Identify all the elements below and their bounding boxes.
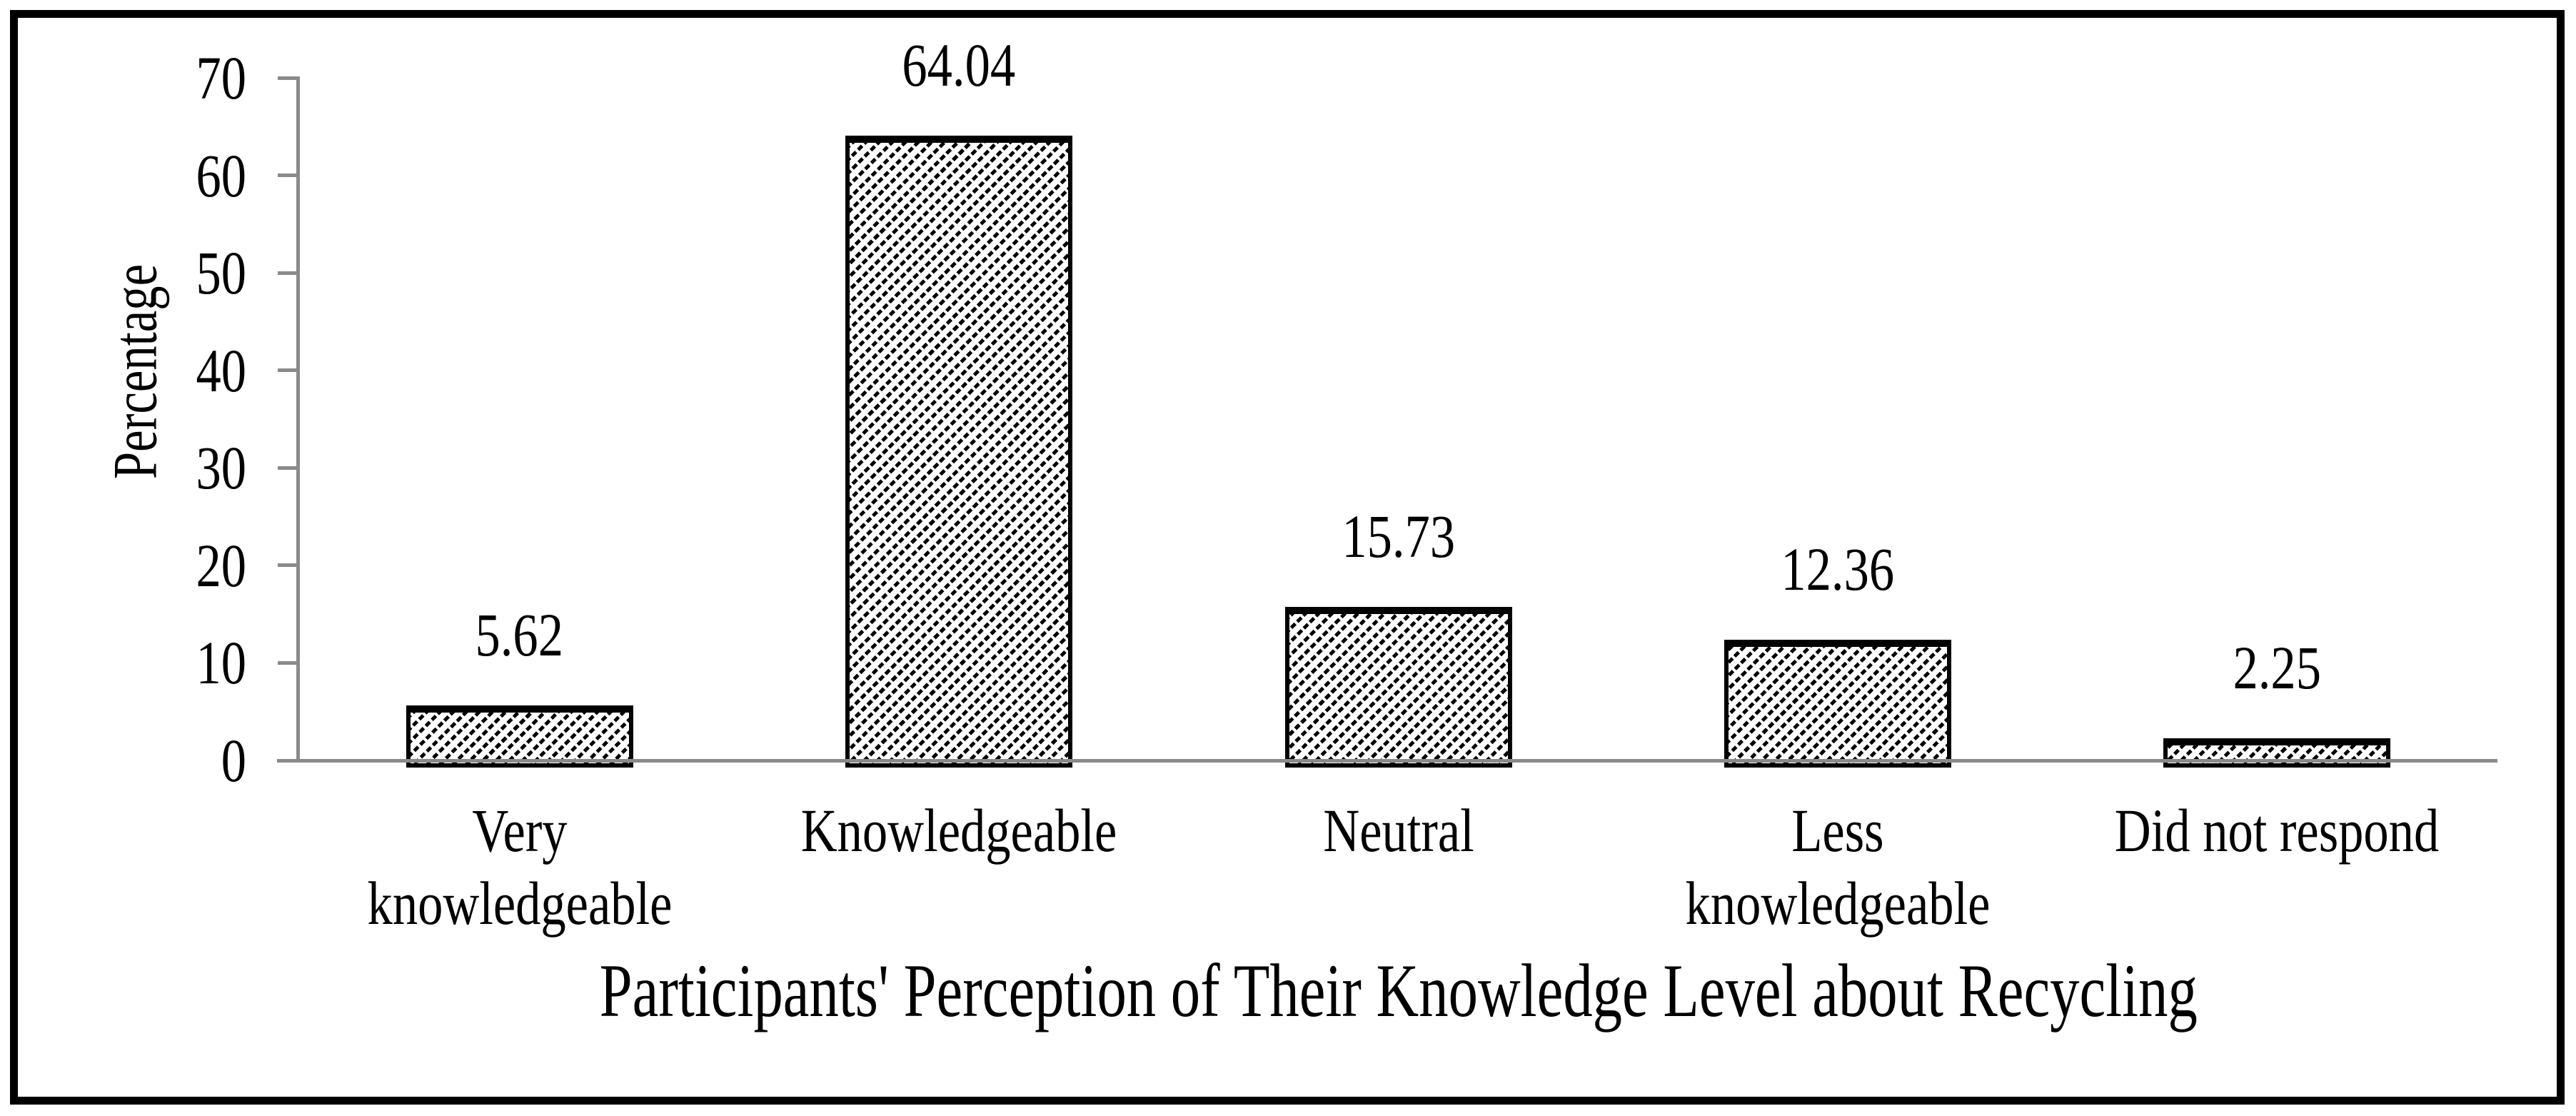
bar-value-label-text: 64.04 — [902, 31, 1016, 100]
category-label: Knowledgeable — [738, 794, 1180, 867]
bar-3 — [1284, 607, 1512, 768]
category-label-text: Neutral — [1322, 796, 1474, 865]
category-label-text: Knowledgeable — [800, 796, 1117, 865]
x-axis-title-text: Participants' Perception of Their Knowle… — [599, 949, 2198, 1032]
category-label: Neutral — [1177, 794, 1620, 867]
bar-value-label: 2.25 — [2063, 635, 2491, 700]
category-label-text: Less knowledgeable — [1685, 796, 1991, 937]
y-tick-mark — [278, 76, 296, 80]
y-tick-mark — [278, 466, 296, 470]
category-label-text: Very knowledgeable — [367, 796, 673, 937]
y-tick-mark — [278, 563, 296, 568]
y-tick-mark — [278, 368, 296, 373]
bar-value-label: 15.73 — [1184, 503, 1613, 569]
category-label: Very knowledgeable — [298, 794, 741, 940]
bar-value-label-text: 5.62 — [475, 600, 564, 670]
bar-5 — [2163, 738, 2391, 768]
bar-value-label: 5.62 — [306, 602, 734, 668]
y-tick-label: 70 — [196, 44, 246, 112]
y-tick-label: 30 — [196, 433, 246, 503]
y-tick-mark — [278, 271, 296, 275]
y-tick-mark — [278, 660, 296, 665]
x-axis-title: Participants' Perception of Their Knowle… — [300, 951, 2497, 1031]
category-label: Less knowledgeable — [1616, 794, 2059, 940]
bar-value-label-text: 15.73 — [1342, 502, 1455, 571]
y-tick-label: 50 — [196, 238, 246, 308]
category-label: Did not respond — [2056, 794, 2498, 867]
y-tick-label: 40 — [196, 336, 246, 405]
bar-value-label: 64.04 — [745, 32, 1173, 98]
chart-outer-frame — [10, 10, 2565, 1105]
bar-value-label-text: 12.36 — [1781, 535, 1895, 604]
y-tick-label: 10 — [196, 628, 246, 698]
x-axis-line — [277, 759, 2497, 763]
bar-value-label-text: 2.25 — [2233, 633, 2322, 703]
y-tick-label: 0 — [221, 726, 246, 795]
y-axis-line — [296, 76, 300, 763]
bar-1 — [406, 705, 633, 768]
y-tick-label: 60 — [196, 141, 246, 210]
bar-value-label: 12.36 — [1624, 536, 2052, 602]
bar-4 — [1724, 640, 1951, 768]
y-tick-label: 20 — [196, 531, 246, 600]
y-tick-mark — [278, 174, 296, 178]
category-label-text: Did not respond — [2115, 796, 2440, 865]
bar-2 — [845, 136, 1073, 768]
y-tick-mark — [278, 758, 296, 763]
